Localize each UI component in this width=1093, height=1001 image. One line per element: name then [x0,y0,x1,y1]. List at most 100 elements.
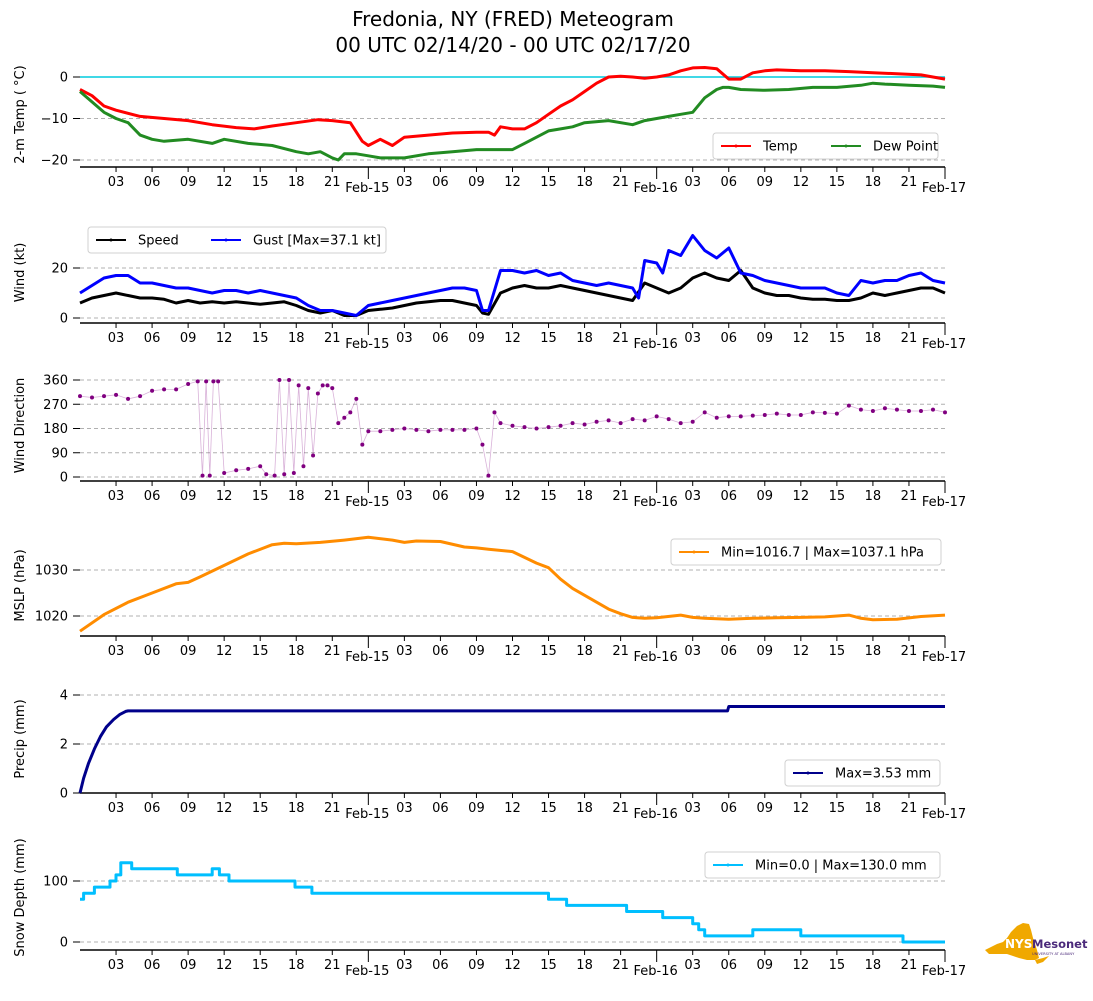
data-point-direction [570,421,575,426]
data-point-direction [606,418,611,423]
xtick-label-hour: 15 [540,175,557,190]
legend-box [670,538,942,566]
xtick-label-hour: 09 [757,331,774,346]
data-point-direction [582,422,587,427]
legend-label: Temp [762,140,798,155]
xtick-label-date: Feb-15 [345,337,389,352]
ytick-label-temp: −20 [41,154,68,169]
xtick-label-hour: 06 [432,801,449,816]
xtick-label-hour: 03 [396,331,413,346]
ytick-label-direction: 360 [43,374,68,389]
xtick-label-date: Feb-16 [634,337,678,352]
ytick-label-precip: 4 [60,689,68,704]
ytick-label-temp: 0 [60,71,68,86]
ylabel-precip: Precip (mm) [13,699,28,778]
xtick-label-hour: 12 [504,801,521,816]
data-point-direction [325,383,330,388]
data-point-direction [630,417,635,422]
ylabel-temp: 2-m Temp ( °C) [13,65,28,163]
data-point-direction [774,411,779,416]
panel-snow: 100 0 Snow Depth (mm) 03 06 09 12 15 18 21 Feb-15 0… [13,838,966,979]
ytick-label-precip: 2 [60,738,68,753]
xtick-label-hour: 15 [540,489,557,504]
data-point-direction [390,427,395,432]
xtick-label-hour: 03 [684,489,701,504]
xtick-label-hour: 15 [829,801,846,816]
data-point-direction [174,387,179,392]
legend-snow: Min=0.0 | Max=130.0 mm [704,851,941,879]
xtick-label-hour: 12 [216,644,233,659]
xtick-label-hour: 12 [793,331,810,346]
data-point-direction [678,421,683,426]
xtick-label-date: Feb-16 [634,495,678,510]
data-point-direction [234,468,239,473]
xtick-label-hour: 03 [396,958,413,973]
data-point-direction [943,410,947,415]
xtick-label-hour: 06 [144,175,161,190]
legend-marker [109,238,113,242]
xtick-label-hour: 18 [865,644,882,659]
xtick-label-hour: 21 [901,958,918,973]
ytick-label-precip: 0 [60,787,68,802]
data-point-direction [287,378,292,382]
data-point-direction [822,410,827,415]
xtick-label-hour: 06 [144,331,161,346]
data-point-direction [354,396,359,401]
legend-mslp: Min=1016.7 | Max=1037.1 hPa [670,538,942,566]
xtick-label-hour: 18 [288,801,305,816]
data-point-direction [594,419,599,424]
xtick-label-hour: 09 [468,489,485,504]
xtick-label-date: Feb-15 [345,181,389,196]
xtick-label-date: Feb-15 [345,495,389,510]
xtick-label-hour: 12 [504,175,521,190]
series-line-snow-0 [80,861,945,944]
xtick-label-hour: 18 [288,175,305,190]
xtick-label-hour: 21 [901,644,918,659]
xtick-label-hour: 18 [576,801,593,816]
xtick-label-hour: 18 [576,958,593,973]
ytick-label-mslp: 1030 [35,564,68,579]
xtick-label-hour: 06 [720,489,737,504]
data-point-direction [277,378,282,382]
ytick-label-direction: 180 [43,422,68,437]
ytick-label-snow: 0 [60,936,68,951]
xtick-label-hour: 03 [108,644,125,659]
ny-state-shape-icon: NYS Mesonet UNIVERSITY AT ALBANY [985,923,1088,964]
legend-label: Dew Point [873,140,938,155]
data-point-direction [311,453,316,458]
legend-marker [806,771,810,775]
xtick-label-hour: 18 [288,644,305,659]
legend-marker [844,144,848,148]
xtick-label-hour: 18 [288,958,305,973]
data-point-direction [258,464,263,469]
xtick-label-hour: 21 [901,331,918,346]
chart-title: Fredonia, NY (FRED) Meteogram 00 UTC 02/… [0,6,1026,58]
xtick-label-date: Feb-17 [922,495,966,510]
xtick-label-hour: 06 [432,331,449,346]
legend-box [704,851,941,879]
xtick-label-date: Feb-15 [345,807,389,822]
data-point-direction [200,473,205,478]
data-point-direction [930,407,935,412]
xtick-label-date: Feb-17 [922,964,966,979]
xtick-label-hour: 03 [684,801,701,816]
xtick-label-hour: 12 [793,644,810,659]
data-point-direction [894,407,899,412]
data-point-direction [301,464,306,469]
xtick-label-hour: 15 [252,958,269,973]
data-point-direction [426,429,431,434]
data-point-direction [207,473,212,478]
xtick-label-hour: 06 [144,489,161,504]
series-line-temp-0 [79,66,946,147]
xtick-label-date: Feb-16 [634,181,678,196]
series-line-wind-1 [79,234,946,317]
xtick-label-hour: 21 [324,489,341,504]
xtick-label-date: Feb-17 [922,181,966,196]
xtick-label-hour: 12 [793,801,810,816]
legend-label: Speed [138,234,179,249]
data-point-direction [726,414,731,419]
data-point-direction [654,414,659,419]
xtick-label-hour: 15 [540,644,557,659]
data-point-direction [216,379,221,384]
panel-mslp: 1030 1020 MSLP (hPa) 03 06 09 12 15 18 21 Feb-15 03… [13,535,966,665]
